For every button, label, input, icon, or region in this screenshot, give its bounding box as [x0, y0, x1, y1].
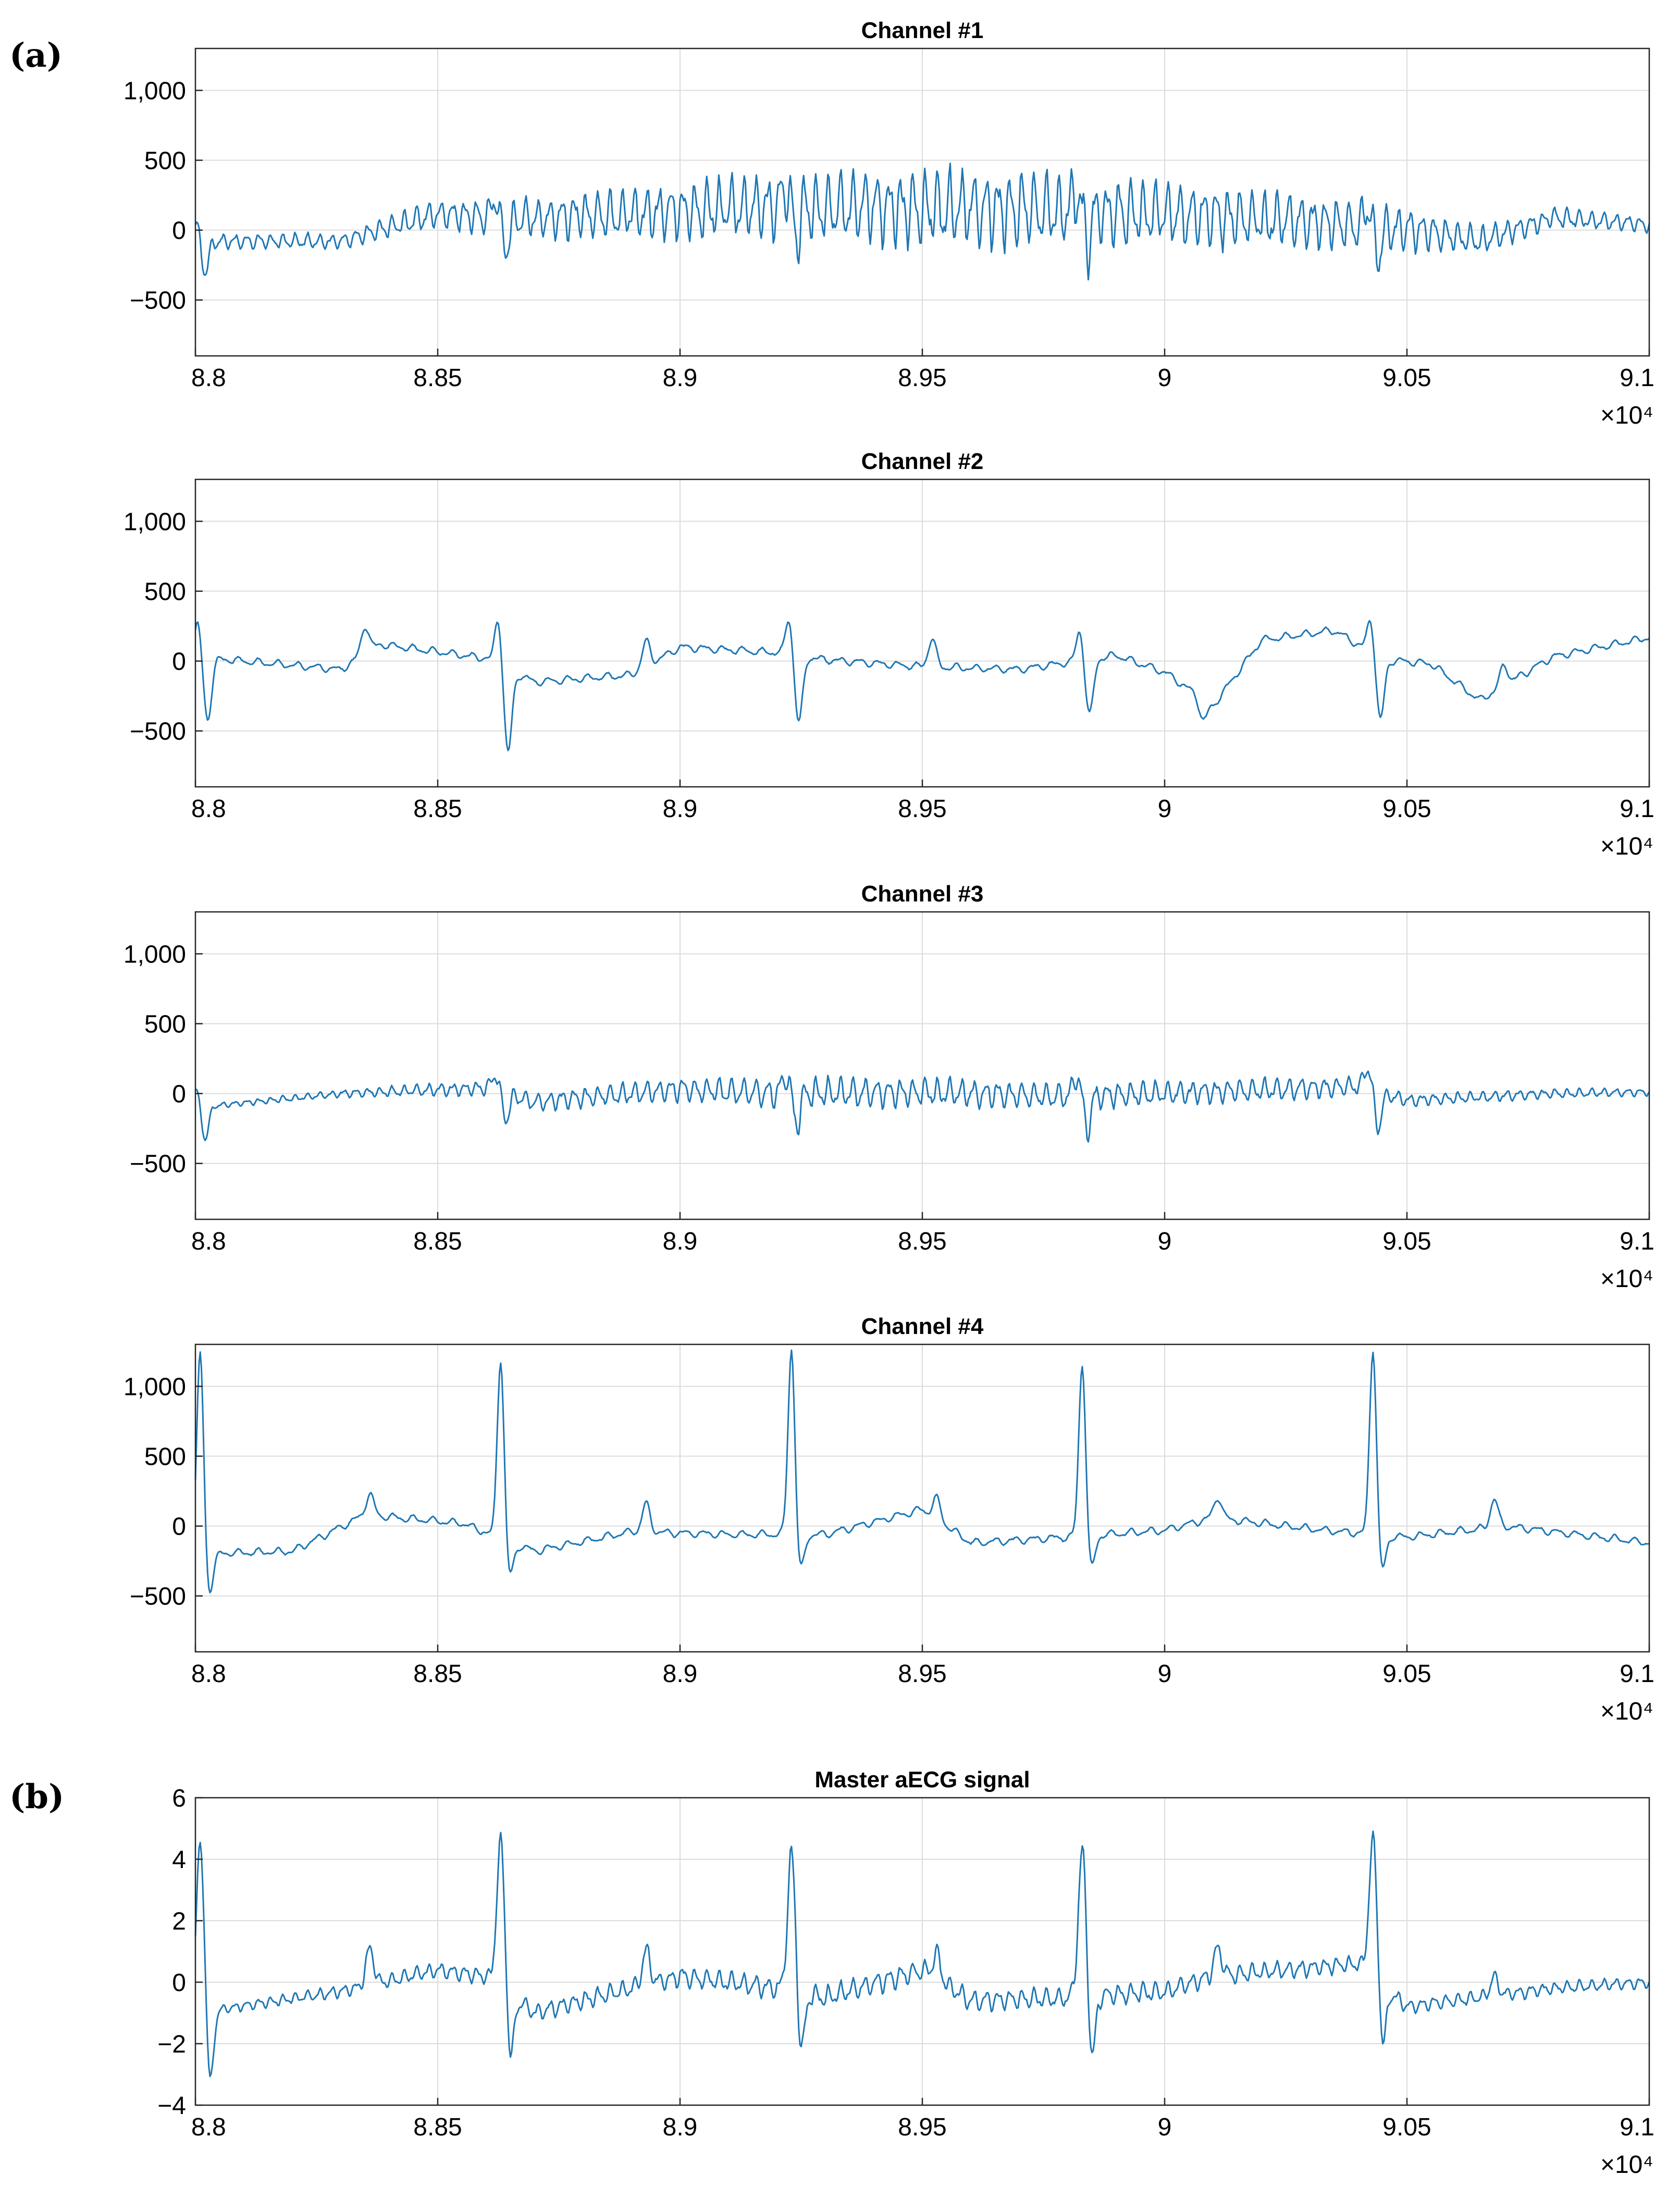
y-tick-label: 4 — [172, 1846, 186, 1874]
x-tick-label: 8.85 — [413, 364, 462, 392]
x-tick-label: 8.9 — [663, 364, 698, 392]
y-tick-label: −2 — [157, 2031, 186, 2058]
chart-panel-3: Channel #3 8.8 8.85 8.9 8.95 9 9.05 9.1 ×10⁴ 1,00… — [123, 881, 1654, 1293]
chart-title: Channel #4 — [861, 1314, 984, 1339]
chart-title: Channel #1 — [861, 18, 984, 43]
y-tick-label: 6 — [172, 1785, 186, 1812]
x-tick-label: 9 — [1158, 1660, 1172, 1688]
y-tick-label: 1,000 — [123, 941, 186, 968]
x-axis-exponent: ×10⁴ — [1600, 2151, 1653, 2179]
y-tick-label: 1,000 — [123, 1373, 186, 1401]
x-tick-label: 8.8 — [191, 1660, 226, 1688]
x-tick-label: 9 — [1158, 2114, 1172, 2141]
chart-title: Master aECG signal — [814, 1767, 1030, 1793]
chart-panel-4: Channel #4 8.8 8.85 8.9 8.95 9 9.05 9.1 ×10⁴ 1,00… — [123, 1314, 1654, 1725]
x-tick-label: 9.1 — [1620, 795, 1654, 823]
x-tick-label: 8.9 — [663, 1660, 698, 1688]
y-tick-label: 0 — [172, 217, 186, 245]
x-tick-label: 8.95 — [898, 364, 946, 392]
x-tick-label: 8.8 — [191, 795, 226, 823]
x-tick-label: 8.8 — [191, 1228, 226, 1255]
plots-container: Channel #1 8.8 8.85 8.9 8.95 9 9.05 9.1 ×10⁴ 1,00… — [123, 18, 1654, 2179]
x-tick-label: 8.85 — [413, 1228, 462, 1255]
x-tick-label: 8.9 — [663, 795, 698, 823]
x-tick-label: 9.05 — [1382, 364, 1431, 392]
panel-label-b: (b) — [9, 1777, 64, 1816]
y-tick-label: 2 — [172, 1908, 186, 1935]
x-tick-label: 9 — [1158, 795, 1172, 823]
series-line — [194, 1830, 1650, 2078]
y-tick-label: 0 — [172, 1081, 186, 1108]
x-tick-label: 8.9 — [663, 1228, 698, 1255]
y-tick-label: −500 — [130, 718, 186, 746]
x-tick-label: 9 — [1158, 1228, 1172, 1255]
x-tick-label: 8.95 — [898, 2114, 946, 2141]
x-tick-label: 9.05 — [1382, 1228, 1431, 1255]
x-tick-label: 9.05 — [1382, 2114, 1431, 2141]
y-tick-label: 500 — [144, 578, 186, 606]
x-tick-label: 8.85 — [413, 2114, 462, 2141]
x-tick-label: 9.1 — [1620, 1228, 1654, 1255]
y-tick-label: −500 — [130, 287, 186, 315]
y-tick-label: 0 — [172, 1513, 186, 1541]
x-tick-label: 8.95 — [898, 795, 946, 823]
y-tick-label: 0 — [172, 1969, 186, 1997]
x-tick-label: 8.95 — [898, 1660, 946, 1688]
chart-panel-1: Channel #1 8.8 8.85 8.9 8.95 9 9.05 9.1 ×10⁴ 1,00… — [123, 18, 1654, 429]
x-tick-label: 8.8 — [191, 2114, 226, 2141]
x-tick-label: 8.9 — [663, 2114, 698, 2141]
x-axis-exponent: ×10⁴ — [1600, 402, 1653, 429]
x-tick-label: 9 — [1158, 364, 1172, 392]
x-tick-label: 8.85 — [413, 795, 462, 823]
x-tick-label: 8.85 — [413, 1660, 462, 1688]
x-tick-label: 9.05 — [1382, 795, 1431, 823]
y-tick-label: 500 — [144, 1443, 186, 1471]
y-tick-label: 0 — [172, 648, 186, 676]
x-tick-label: 9.1 — [1620, 1660, 1654, 1688]
y-tick-label: 1,000 — [123, 77, 186, 105]
chart-panel-2: Channel #2 8.8 8.85 8.9 8.95 9 9.05 9.1 ×10⁴ 1,00… — [123, 449, 1654, 860]
series-line — [194, 620, 1650, 751]
x-tick-label: 8.95 — [898, 1228, 946, 1255]
chart-panel-5: Master aECG signal 8.8 8.85 8.9 8.95 9 9.05 9.1… — [157, 1767, 1654, 2179]
y-tick-label: 500 — [144, 1011, 186, 1039]
y-tick-label: −4 — [157, 2092, 186, 2120]
panel-label-a: (a) — [9, 36, 63, 75]
y-tick-label: 500 — [144, 147, 186, 175]
series-line — [194, 163, 1650, 281]
x-axis-exponent: ×10⁴ — [1600, 1265, 1653, 1293]
y-tick-label: 1,000 — [123, 508, 186, 536]
chart-title: Channel #3 — [861, 881, 984, 907]
x-axis-exponent: ×10⁴ — [1600, 1698, 1653, 1725]
y-tick-label: −500 — [130, 1583, 186, 1611]
chart-title: Channel #2 — [861, 449, 984, 474]
x-tick-label: 9.1 — [1620, 2114, 1654, 2141]
x-axis-exponent: ×10⁴ — [1600, 833, 1653, 860]
x-tick-label: 9.1 — [1620, 364, 1654, 392]
y-tick-label: −500 — [130, 1151, 186, 1178]
series-line — [195, 1070, 1650, 1143]
x-tick-label: 9.05 — [1382, 1660, 1431, 1688]
x-tick-label: 8.8 — [191, 364, 226, 392]
series-line — [194, 1349, 1650, 1593]
